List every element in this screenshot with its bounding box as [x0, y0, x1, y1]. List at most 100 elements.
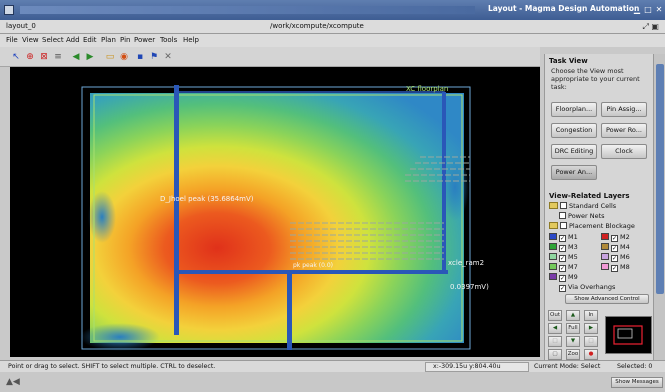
layer-swatch: [549, 253, 557, 260]
show-messages-button[interactable]: Show Messages: [611, 377, 663, 388]
layer-m6[interactable]: ✓ M6: [601, 253, 630, 262]
task-view-panel: Task View Choose the View most appropria…: [544, 54, 653, 360]
layer-m4[interactable]: ✓ M4: [601, 243, 630, 252]
ruler-icon[interactable]: ≡: [54, 52, 62, 62]
window-name: layout_0: [6, 22, 36, 30]
zoom-button[interactable]: Zoo: [566, 349, 580, 360]
peak-label-secondary: pk peak (0.0): [293, 262, 333, 269]
clear-icon[interactable]: ✕: [164, 52, 172, 62]
flag-icon[interactable]: ⚑: [149, 52, 159, 62]
checkbox[interactable]: ✓: [559, 285, 566, 292]
nav-option-icon[interactable]: ▢: [548, 349, 562, 360]
layer-label: M4: [620, 243, 630, 251]
task-view-description: Choose the View most appropriate to your…: [551, 67, 640, 91]
layout-canvas[interactable]: XC floorplan D_Jhoel peak (35.6864mV) pk…: [10, 67, 540, 357]
show-advanced-control-button[interactable]: Show Advanced Control: [565, 294, 649, 304]
checkbox[interactable]: ✓: [611, 245, 618, 252]
layer-m2[interactable]: ✓ M2: [601, 233, 630, 242]
scrollbar-thumb[interactable]: [656, 64, 664, 294]
refresh-icon[interactable]: ◉: [120, 52, 128, 62]
layer-m5[interactable]: ✓ M5: [549, 253, 578, 262]
layer-swatch: [601, 263, 609, 270]
overview-minimap[interactable]: [605, 316, 652, 354]
forward-icon[interactable]: ▶: [86, 52, 94, 62]
open-folder-icon[interactable]: ▭: [105, 52, 115, 62]
close-icon[interactable]: ✕: [655, 5, 663, 14]
menu-add[interactable]: Add: [66, 36, 80, 44]
layer-swatch: [601, 243, 609, 250]
power-route-view-button[interactable]: Power Ro...: [601, 123, 647, 138]
layer-m1[interactable]: ✓ M1: [549, 233, 578, 242]
power-strap-vertical: [174, 85, 179, 335]
floorplan-view-button[interactable]: Floorplan...: [551, 102, 597, 117]
layer-swatch: [549, 233, 557, 240]
pan-right-icon[interactable]: ▶: [584, 323, 598, 334]
task-view-heading: Task View: [549, 57, 588, 65]
menu-file[interactable]: File: [6, 36, 18, 44]
menu-select[interactable]: Select: [42, 36, 64, 44]
console-icon[interactable]: ▲◀: [6, 377, 20, 387]
checkbox[interactable]: ✓: [611, 265, 618, 272]
maximize-icon[interactable]: □: [644, 5, 652, 14]
layer-via-overhangs[interactable]: ✓ Via Overhangs: [559, 283, 615, 292]
menu-edit[interactable]: Edit: [83, 36, 97, 44]
task-panel-scrollbar[interactable]: [653, 54, 665, 360]
cold-spot: [88, 191, 116, 243]
message-bar: ▲◀ Show Messages: [0, 372, 665, 392]
checkbox[interactable]: ✓: [611, 235, 618, 242]
layer-label: M6: [620, 253, 630, 261]
zoom-in-button[interactable]: In: [584, 310, 598, 321]
layer-swatch: [549, 243, 557, 250]
checkbox[interactable]: ✓: [559, 255, 566, 262]
congestion-view-button[interactable]: Congestion: [551, 123, 597, 138]
layer-m3[interactable]: ✓ M3: [549, 243, 578, 252]
restore-icon[interactable]: ⤢ ▣: [642, 22, 659, 31]
coords-box: [425, 362, 529, 372]
layer-label: M9: [568, 273, 578, 281]
value-label: 0.0397mV): [450, 283, 489, 291]
pan-left-icon[interactable]: ◀: [548, 323, 562, 334]
menu-power[interactable]: Power: [134, 36, 156, 44]
drc-editing-view-button[interactable]: DRC Editing: [551, 144, 597, 159]
save-icon[interactable]: ▪: [136, 52, 144, 62]
checkbox[interactable]: ✓: [559, 265, 566, 272]
ir-drop-heatmap: [90, 93, 464, 343]
layer-group-label: Standard Cells: [569, 202, 617, 210]
checkbox[interactable]: [560, 202, 567, 209]
checkbox[interactable]: ✓: [559, 245, 566, 252]
box-select-icon[interactable]: ⊠: [40, 52, 48, 62]
checkbox[interactable]: [559, 212, 566, 219]
minimize-icon[interactable]: ▁: [633, 5, 641, 14]
layer-m8[interactable]: ✓ M8: [601, 263, 630, 272]
checkbox[interactable]: ✓: [559, 235, 566, 242]
layer-m9[interactable]: ✓ M9: [549, 273, 578, 282]
layer-group-standard-cells[interactable]: Standard Cells: [549, 202, 616, 210]
cold-spot: [80, 323, 160, 351]
back-icon[interactable]: ◀: [72, 52, 80, 62]
power-analysis-view-button[interactable]: Power An...: [551, 165, 597, 180]
pin-assign-view-button[interactable]: Pin Assig...: [601, 102, 647, 117]
status-hint: Point or drag to select. SHIFT to select…: [8, 363, 216, 370]
layer-group-placement-blockage[interactable]: Placement Blockage: [549, 222, 635, 230]
menu-plan[interactable]: Plan: [101, 36, 116, 44]
menu-pin[interactable]: Pin: [120, 36, 131, 44]
checkbox[interactable]: ✓: [559, 275, 566, 282]
pan-down-icon[interactable]: ▼: [566, 336, 580, 347]
zoom-out-button[interactable]: Out: [548, 310, 562, 321]
ram-label: xcle_ram2: [448, 259, 484, 267]
record-icon[interactable]: ●: [584, 349, 598, 360]
window-menu-icon[interactable]: [4, 5, 14, 15]
pan-up-icon[interactable]: ▲: [566, 310, 580, 321]
clock-view-button[interactable]: Clock: [601, 144, 647, 159]
zoom-select-icon[interactable]: ⊕: [26, 52, 34, 62]
menu-view[interactable]: View: [22, 36, 39, 44]
zoom-full-button[interactable]: Full: [566, 323, 580, 334]
menu-tools[interactable]: Tools: [160, 36, 178, 44]
layer-m7[interactable]: ✓ M7: [549, 263, 578, 272]
menu-help[interactable]: Help: [183, 36, 199, 44]
checkbox[interactable]: ✓: [611, 255, 618, 262]
checkbox[interactable]: [560, 222, 567, 229]
power-strap-vertical: [287, 270, 292, 350]
select-arrow-icon[interactable]: ↖: [12, 52, 20, 62]
layer-group-power-nets[interactable]: Power Nets: [559, 212, 605, 220]
